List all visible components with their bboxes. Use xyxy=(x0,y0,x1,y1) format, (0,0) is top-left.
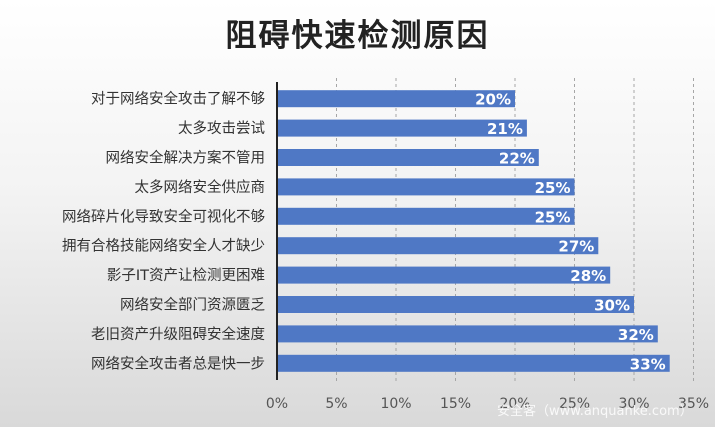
bar xyxy=(277,119,527,137)
bar xyxy=(277,354,670,372)
data-label: 20% xyxy=(475,91,511,109)
x-tick-label: 30% xyxy=(618,396,649,412)
category-label: 网络安全攻击者总是快一步 xyxy=(91,354,265,372)
data-label: 25% xyxy=(535,179,571,197)
data-label: 33% xyxy=(630,355,666,373)
x-tick-label: 20% xyxy=(499,396,530,412)
x-tick-label: 35% xyxy=(678,396,709,412)
category-label: 网络安全解决方案不管用 xyxy=(106,149,266,167)
bar xyxy=(277,178,575,196)
chart-title: 阻碍快速检测原因 xyxy=(225,18,490,54)
data-label: 32% xyxy=(618,326,654,344)
bar xyxy=(277,325,658,343)
category-label: 影子IT资产让检测更困难 xyxy=(107,267,265,284)
x-tick-label: 0% xyxy=(266,396,288,412)
x-tick-label: 15% xyxy=(440,396,471,412)
bar xyxy=(277,90,515,108)
category-label: 网络安全部门资源匮乏 xyxy=(120,296,265,314)
x-tick-label: 10% xyxy=(380,396,411,412)
category-label: 拥有合格技能网络安全人才缺少 xyxy=(62,237,265,255)
category-label: 网络碎片化导致安全可视化不够 xyxy=(62,207,265,225)
category-label: 太多攻击尝试 xyxy=(178,120,265,137)
bar xyxy=(277,266,611,284)
bar xyxy=(277,237,599,255)
bars xyxy=(277,90,670,372)
data-label: 28% xyxy=(570,267,606,285)
data-label: 27% xyxy=(558,238,594,256)
watermark: 安全客（www.anquanke.com） xyxy=(497,404,693,419)
bar xyxy=(277,149,539,166)
data-label: 30% xyxy=(594,297,630,315)
x-tick-label: 25% xyxy=(559,396,590,412)
x-tick-label: 5% xyxy=(325,396,347,412)
data-label: 25% xyxy=(535,208,571,226)
data-label: 21% xyxy=(487,120,523,138)
category-label: 对于网络安全攻击了解不够 xyxy=(91,90,265,108)
category-label: 太多网络安全供应商 xyxy=(135,178,266,196)
bar xyxy=(277,207,575,225)
labels: 0% 5% 10% 15% 20% 25% 30% 35% 对于网络安全攻击了解不够 20% 太多攻… xyxy=(62,90,709,412)
data-label: 22% xyxy=(499,150,535,168)
bar xyxy=(277,296,634,313)
category-label: 老旧资产升级阻碍安全速度 xyxy=(91,325,265,343)
